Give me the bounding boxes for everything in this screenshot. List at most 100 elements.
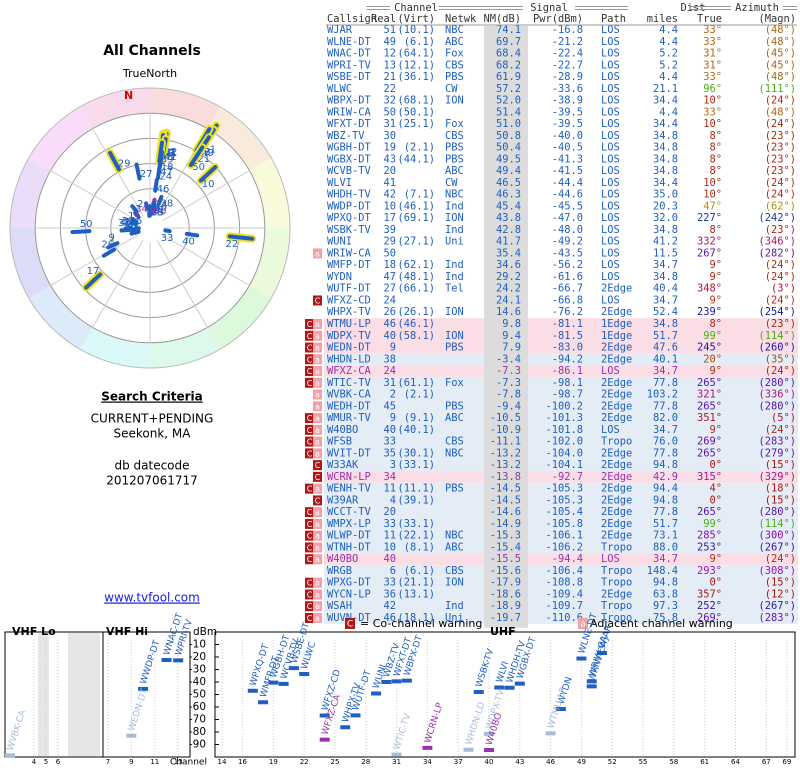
- column-header: (Magn): [758, 13, 796, 25]
- warning-letter: C: [307, 508, 313, 517]
- polar-channel: 27: [140, 169, 153, 180]
- signal-mark: [555, 707, 566, 711]
- table-cell: 2Edge: [601, 471, 632, 483]
- table-cell: 293°: [697, 565, 722, 577]
- warning-icon: [305, 366, 314, 377]
- warning-letter: C: [315, 473, 321, 482]
- table-cell: (280°): [758, 400, 796, 412]
- table-cell: 33°: [703, 106, 722, 118]
- table-cell: 2Edge: [601, 389, 632, 401]
- table-cell: 2Edge: [601, 306, 632, 318]
- row-bg: [528, 423, 798, 436]
- table-cell: -41.3: [552, 153, 583, 165]
- polar-signal: [129, 220, 138, 227]
- table-cell: -28.9: [552, 71, 583, 83]
- warning-letter: a: [315, 590, 320, 599]
- table-cell: (48.1): [397, 271, 435, 283]
- table-cell: 9°: [709, 553, 722, 565]
- row-bg: [528, 518, 798, 530]
- table-cell: LOS: [601, 271, 620, 283]
- warning-icon: [313, 495, 322, 506]
- table-cell: (2.1): [404, 142, 435, 154]
- table-cell: CBS: [445, 59, 464, 71]
- warning-letter: C: [307, 532, 313, 541]
- channel-tick-label: 4: [32, 758, 37, 766]
- table-cell: (7.1): [404, 189, 435, 201]
- table-cell: 8°: [709, 142, 722, 154]
- polar-signal: [188, 145, 205, 168]
- table-cell: -14.5: [490, 483, 521, 495]
- table-cell: WBZ-TV: [327, 130, 365, 142]
- polar-spoke: [156, 239, 208, 328]
- warning-letter: a: [315, 426, 320, 435]
- warning-letter: a: [315, 449, 320, 458]
- table-cell: Tropo: [601, 577, 632, 589]
- channel-tick-label: 64: [731, 758, 740, 766]
- warning-icon: [313, 377, 322, 388]
- datecode-label: db datecode: [114, 459, 189, 473]
- table-cell: 13: [383, 59, 396, 71]
- table-cell: 40.4: [653, 283, 678, 295]
- x-axis-label: Channel: [170, 758, 207, 768]
- table-cell: 33°: [703, 71, 722, 83]
- table-cell: (2.1): [404, 389, 435, 401]
- table-cell: (25.1): [397, 118, 435, 130]
- table-cell: 2Edge: [601, 447, 632, 459]
- table-cell: -110.6: [545, 612, 583, 624]
- warning-icon: [305, 613, 314, 623]
- table-cell: 20.3: [653, 200, 678, 212]
- polar-signal: [108, 150, 121, 172]
- table-cell: -11.1: [490, 436, 521, 448]
- site-link[interactable]: www.tvfool.com: [104, 591, 200, 605]
- table-cell: 43: [383, 153, 396, 165]
- polar-channel: 40: [154, 207, 167, 218]
- table-cell: 52.0: [496, 95, 521, 107]
- row-bg: [528, 412, 798, 424]
- table-cell: 267°: [697, 247, 722, 259]
- polar-channel: 19: [162, 148, 175, 159]
- table-cell: 50.4: [496, 142, 521, 154]
- table-cell: WCVB-TV: [327, 165, 371, 177]
- table-cell: (44.1): [397, 153, 435, 165]
- table-cell: 9°: [709, 259, 722, 271]
- group-header: Azimuth: [735, 2, 779, 14]
- row-bg: [528, 447, 798, 460]
- table-cell: 4.4: [659, 36, 678, 48]
- signal-mark: [340, 725, 351, 730]
- table-cell: 20°: [703, 353, 722, 365]
- table-cell: 51.7: [653, 330, 678, 342]
- table-cell: 2Edge: [601, 494, 632, 506]
- table-cell: (283°): [758, 612, 796, 624]
- signal-mark: [350, 713, 361, 718]
- polar-channel: 3: [154, 203, 160, 214]
- table-cell: (280°): [758, 506, 796, 518]
- warning-icon: [313, 601, 322, 612]
- table-cell: (13.1): [397, 588, 435, 600]
- polar-channel: 24: [155, 199, 168, 210]
- table-cell: -104.0: [545, 447, 583, 459]
- warning-letter: C: [307, 355, 313, 364]
- table-cell: (5°): [771, 412, 796, 424]
- table-cell: 21.1: [653, 83, 678, 95]
- table-cell: 52.4: [653, 306, 678, 318]
- warning-icon: [305, 542, 314, 553]
- warning-icon: [305, 483, 314, 494]
- polar-channel: 49: [201, 148, 214, 159]
- warning-icon: [313, 554, 322, 565]
- table-cell: -43.5: [552, 247, 583, 259]
- table-cell: -18.6: [490, 588, 521, 600]
- polar-channel: 31: [164, 148, 177, 159]
- row-bg: [324, 600, 484, 613]
- table-cell: 0°: [709, 459, 722, 471]
- table-cell: 96°: [703, 83, 722, 95]
- warning-letter: C: [315, 461, 321, 470]
- table-cell: 35.4: [496, 247, 521, 259]
- table-cell: -48.0: [552, 224, 583, 236]
- table-cell: (23°): [765, 165, 796, 177]
- table-cell: -7.3: [496, 377, 521, 389]
- table-cell: 35.0: [653, 189, 678, 201]
- table-cell: -104.1: [545, 459, 583, 471]
- warning-icon: [313, 401, 322, 412]
- table-cell: 2Edge: [601, 506, 632, 518]
- table-cell: (12°): [765, 588, 796, 600]
